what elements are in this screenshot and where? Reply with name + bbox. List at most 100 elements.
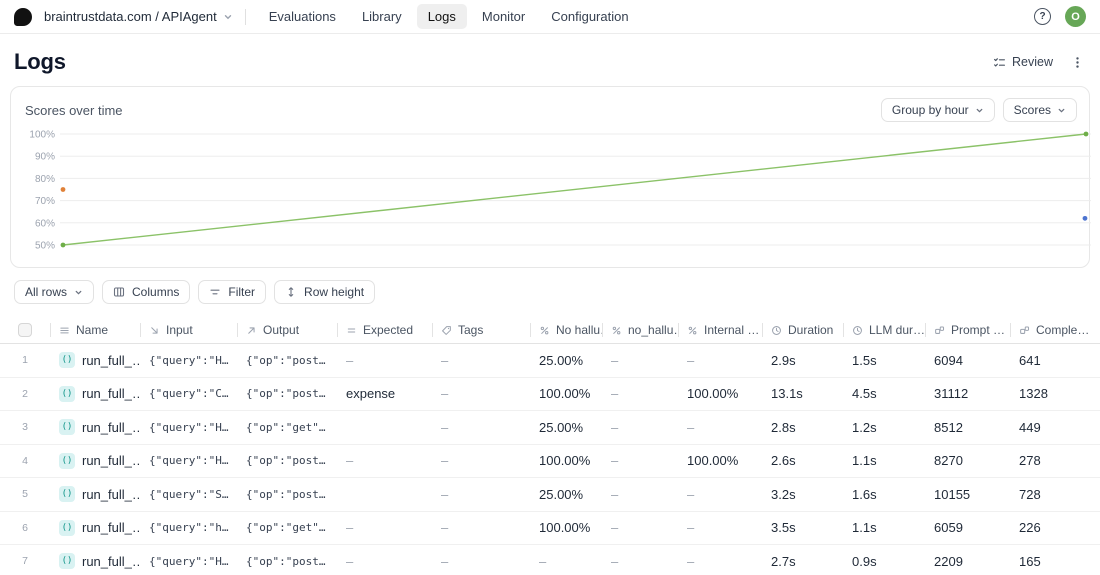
- braintrust-logo-icon: [14, 7, 32, 26]
- cell-input: {"query":"C…: [149, 387, 229, 401]
- cell-tags: –: [441, 553, 449, 569]
- column-header-no-hallu[interactable]: no_hallu…: [602, 317, 678, 343]
- cell-completion-tokens: 165: [1019, 553, 1041, 569]
- column-header-tags[interactable]: Tags: [432, 317, 530, 343]
- column-header-input[interactable]: Input: [140, 317, 237, 343]
- cell-tags: –: [441, 453, 449, 469]
- cell-expected: [337, 478, 432, 511]
- function-badge-icon: (): [59, 419, 75, 436]
- review-button[interactable]: Review: [993, 55, 1053, 69]
- y-tick-label: 100%: [29, 130, 55, 141]
- cell-output: {"op":"post…: [246, 454, 326, 468]
- column-header-expected[interactable]: Expected: [337, 317, 432, 343]
- cell-name: () run_full_…: [50, 378, 140, 411]
- function-badge-icon: (): [59, 519, 75, 536]
- cell-expected: –: [346, 352, 354, 368]
- cell-no-hallu-2: –: [611, 453, 619, 469]
- cell-output: {"op":"post…: [246, 387, 326, 401]
- table-row[interactable]: 1 () run_full_… {"query":"H… {"op":"post… – – 2…: [0, 344, 1100, 378]
- cell-name: () run_full_…: [50, 445, 140, 478]
- avatar[interactable]: O: [1065, 6, 1086, 27]
- equals-icon: [346, 325, 357, 336]
- column-label: Input: [166, 323, 193, 337]
- scores-line-chart[interactable]: 100% 90% 80% 70% 60% 50%: [23, 128, 1091, 269]
- nav-item-logs[interactable]: Logs: [416, 4, 467, 29]
- cell-tags: –: [441, 352, 449, 368]
- cell-no-hallu: 25.00%: [539, 352, 584, 368]
- project-switcher[interactable]: braintrustdata.com / APIAgent: [44, 9, 233, 24]
- cell-name: () run_full_…: [50, 512, 140, 545]
- cell-no-hallu-2: –: [611, 520, 619, 536]
- cell-prompt-tokens: 10155: [934, 486, 971, 502]
- cell-internal: 100.00%: [687, 453, 739, 469]
- column-header-output[interactable]: Output: [237, 317, 337, 343]
- filter-button[interactable]: Filter: [198, 280, 267, 304]
- cell-tags: –: [441, 486, 449, 502]
- nav-item-evaluations[interactable]: Evaluations: [268, 9, 336, 24]
- table-row[interactable]: 2 () run_full_… {"query":"C… {"op":"post… exp…: [0, 378, 1100, 411]
- chevron-down-icon: [976, 108, 983, 113]
- scores-label: Scores: [1013, 103, 1051, 117]
- cell-input: {"query":"H…: [149, 353, 229, 367]
- page-header: Logs Review: [0, 34, 1100, 86]
- filter-icon: [210, 289, 220, 295]
- group-by-dropdown[interactable]: Group by hour: [880, 98, 995, 122]
- help-icon[interactable]: ?: [1034, 8, 1051, 25]
- table-row[interactable]: 3 () run_full_… {"query":"H… {"op":"get"… – 25…: [0, 411, 1100, 445]
- run-name: run_full_…: [82, 453, 140, 469]
- column-label: Output: [263, 323, 300, 337]
- page-title: Logs: [14, 49, 66, 74]
- column-header-no-hallu[interactable]: No hallu…: [530, 317, 602, 343]
- select-all-checkbox[interactable]: [18, 323, 32, 337]
- green-score-line: [62, 133, 1087, 246]
- column-label: Prompt …: [951, 323, 1006, 337]
- nav-divider: [244, 8, 246, 25]
- nav-item-monitor[interactable]: Monitor: [481, 9, 526, 24]
- function-badge-icon: (): [59, 486, 75, 503]
- cell-llm-duration: 1.2s: [852, 419, 877, 435]
- logs-table: Name Input Output Expected Tags No hallu… no_h…: [0, 317, 1100, 575]
- cell-output: {"op":"post…: [246, 353, 326, 367]
- row-number: 7: [22, 555, 28, 568]
- scores-over-time-panel: Scores over time Group by hour Scores 10…: [10, 86, 1091, 269]
- tokens-icon: [1019, 325, 1030, 336]
- review-checklist-icon: [993, 56, 1006, 69]
- table-row[interactable]: 4 () run_full_… {"query":"H… {"op":"post… – – 1…: [0, 445, 1100, 478]
- row-number: 4: [22, 454, 28, 467]
- cell-output: {"op":"post…: [246, 487, 326, 501]
- row-height-button[interactable]: Row height: [274, 280, 376, 304]
- scores-dropdown[interactable]: Scores: [1002, 98, 1077, 122]
- cell-internal: –: [687, 419, 695, 435]
- table-row[interactable]: 5 () run_full_… {"query":"S… {"op":"post… – 25…: [0, 478, 1100, 512]
- y-tick-label: 60%: [35, 218, 55, 229]
- arrow-down-right-icon: [149, 325, 160, 336]
- cell-duration: 3.2s: [771, 486, 796, 502]
- cell-prompt-tokens: 6094: [934, 352, 963, 368]
- column-header-internal[interactable]: Internal …: [678, 317, 762, 343]
- column-header-llm-dur[interactable]: LLM dur…: [843, 317, 925, 343]
- table-body: 1() run_full_… {"query":"H… {"op":"post… – –2…: [0, 344, 1100, 575]
- cell-prompt-tokens: 8512: [934, 419, 963, 435]
- table-row[interactable]: 6 () run_full_… {"query":"h… {"op":"get"… – – 1…: [0, 512, 1100, 545]
- cell-tags: –: [441, 419, 449, 435]
- percent-icon: [539, 325, 550, 336]
- column-header-duration[interactable]: Duration: [762, 317, 843, 343]
- column-header-comple[interactable]: Comple…: [1010, 317, 1100, 343]
- kebab-menu-icon[interactable]: [1069, 54, 1086, 71]
- column-header-prompt[interactable]: Prompt …: [925, 317, 1010, 343]
- column-header-name[interactable]: Name: [50, 317, 140, 343]
- cell-output: {"op":"post…: [246, 554, 326, 568]
- columns-button[interactable]: Columns: [102, 280, 191, 304]
- chevron-down-icon: [223, 12, 233, 22]
- cell-no-hallu: 100.00%: [539, 386, 591, 402]
- all-rows-dropdown[interactable]: All rows: [14, 280, 95, 304]
- y-tick-label: 70%: [35, 196, 55, 207]
- row-number: 1: [22, 354, 28, 367]
- nav-item-library[interactable]: Library: [361, 9, 402, 24]
- nav-item-configuration[interactable]: Configuration: [551, 9, 629, 24]
- cell-no-hallu: 25.00%: [539, 419, 584, 435]
- table-row[interactable]: 7 () run_full_… {"query":"H… {"op":"post… – – –…: [0, 545, 1100, 575]
- cell-duration: 3.5s: [771, 520, 796, 536]
- cell-prompt-tokens: 2209: [934, 553, 963, 569]
- cell-name: () run_full_…: [50, 411, 140, 444]
